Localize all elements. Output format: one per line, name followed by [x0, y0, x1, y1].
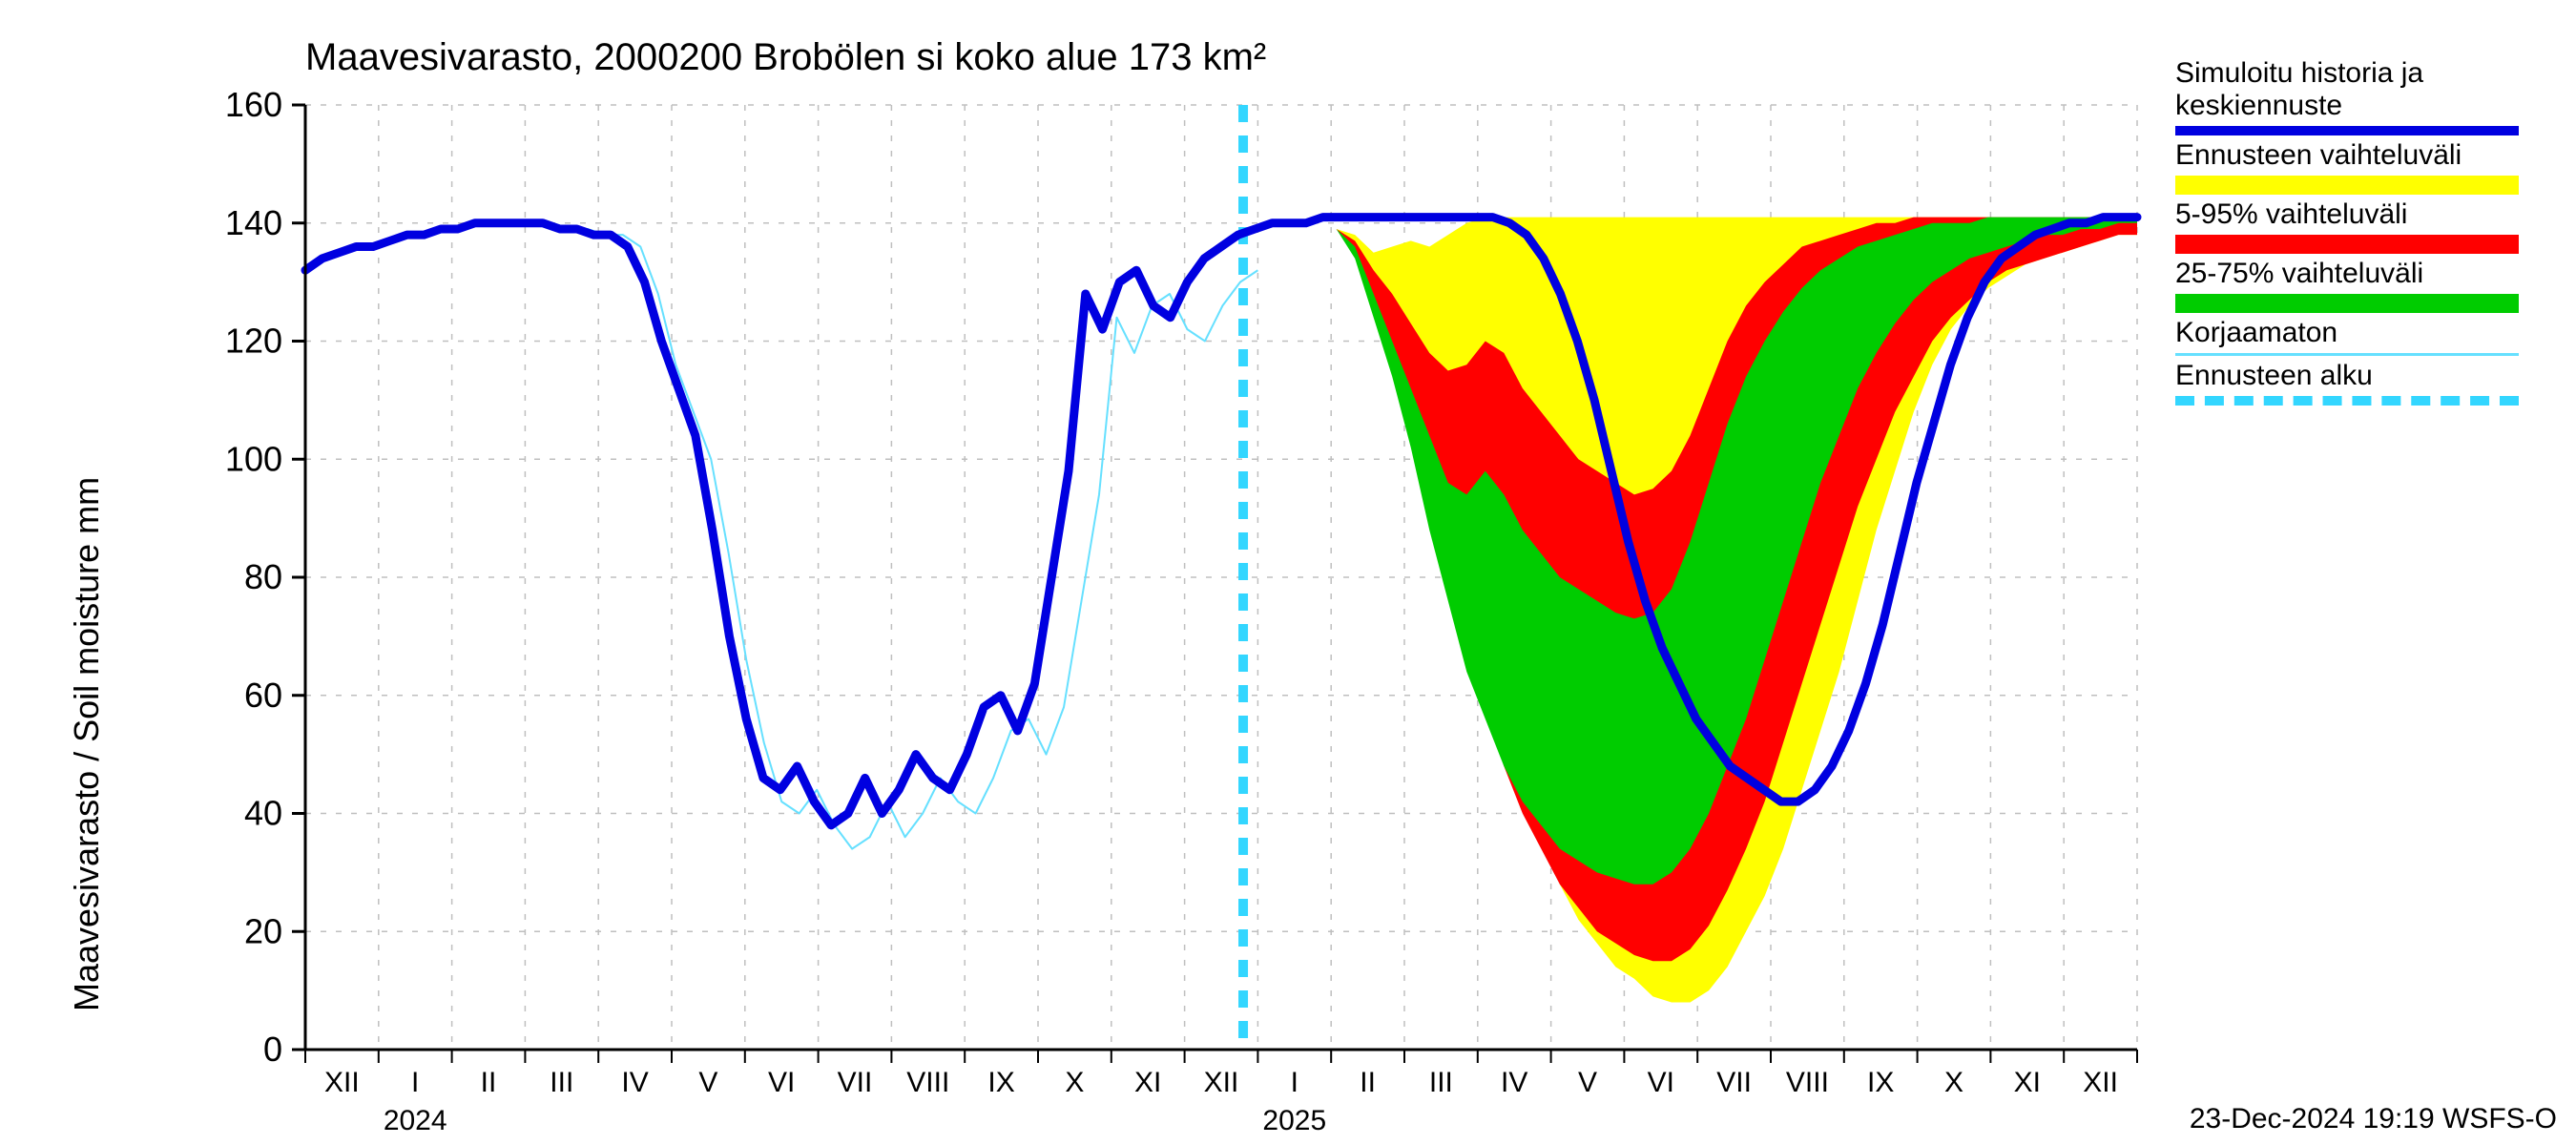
legend-swatch [2175, 235, 2519, 254]
legend-item: 5-95% vaihteluväli [2175, 198, 2519, 254]
footer-timestamp: 23-Dec-2024 19:19 WSFS-O [2190, 1103, 2557, 1135]
legend-swatch [2175, 176, 2519, 195]
y-tick-label: 120 [225, 322, 282, 361]
y-tick-label: 60 [244, 676, 282, 715]
x-tick-label: V [698, 1067, 717, 1098]
forecast-bands [1243, 218, 2137, 1003]
x-tick-label: XI [2014, 1067, 2041, 1098]
legend-label: Ennusteen alku [2175, 360, 2519, 392]
y-tick-label: 160 [225, 85, 282, 124]
legend-label: Ennusteen vaihteluväli [2175, 139, 2519, 172]
y-tick-label: 100 [225, 439, 282, 478]
legend-label: keskiennuste [2175, 90, 2519, 122]
legend-swatch [2175, 353, 2519, 356]
y-tick-label: 140 [225, 203, 282, 242]
legend-item: Ennusteen vaihteluväli [2175, 139, 2519, 195]
y-tick-label: 80 [244, 557, 282, 596]
legend-item: Ennusteen alku [2175, 360, 2519, 406]
legend-swatch [2175, 396, 2519, 406]
legend-label: 25-75% vaihteluväli [2175, 258, 2519, 290]
y-tick-label: 40 [244, 794, 282, 833]
y-axis-label: Maavesivarasto / Soil moisture mm [67, 477, 107, 1011]
x-tick-label: XII [1204, 1067, 1239, 1098]
chart-title: Maavesivarasto, 2000200 Brobölen si koko… [305, 36, 1266, 79]
x-tick-label: VII [1716, 1067, 1752, 1098]
x-tick-label: VIII [1786, 1067, 1829, 1098]
x-tick-label: VIII [906, 1067, 949, 1098]
legend-item: 25-75% vaihteluväli [2175, 258, 2519, 313]
y-tick-label: 0 [263, 1030, 282, 1069]
x-tick-label: I [411, 1067, 419, 1098]
x-tick-label: IV [1501, 1067, 1527, 1098]
legend: Simuloitu historia jakeskiennuste Ennuste… [2175, 57, 2519, 409]
chart-container: Maavesivarasto, 2000200 Brobölen si koko… [0, 0, 2576, 1145]
legend-label: Korjaamaton [2175, 317, 2519, 349]
legend-label: Simuloitu historia ja [2175, 57, 2519, 90]
series-uncorrected [305, 223, 1257, 849]
x-tick-label: III [550, 1067, 573, 1098]
x-tick-label: III [1429, 1067, 1453, 1098]
x-tick-label: XI [1134, 1067, 1161, 1098]
x-tick-label: IV [621, 1067, 648, 1098]
legend-swatch [2175, 126, 2519, 135]
y-tick-label: 20 [244, 911, 282, 950]
x-tick-label: X [1944, 1067, 1963, 1098]
x-tick-label: I [1291, 1067, 1298, 1098]
legend-swatch [2175, 294, 2519, 313]
x-tick-label: IX [987, 1067, 1014, 1098]
legend-item: Simuloitu historia jakeskiennuste [2175, 57, 2519, 135]
x-tick-label: XII [324, 1067, 360, 1098]
legend-item: Korjaamaton [2175, 317, 2519, 356]
x-tick-label: VI [1648, 1067, 1674, 1098]
x-tick-label: IX [1867, 1067, 1894, 1098]
x-tick-label: II [1360, 1067, 1376, 1098]
x-year-label: 2025 [1262, 1105, 1326, 1136]
x-tick-label: II [481, 1067, 497, 1098]
x-tick-label: VI [768, 1067, 795, 1098]
x-tick-label: VII [838, 1067, 873, 1098]
legend-label: 5-95% vaihteluväli [2175, 198, 2519, 231]
x-tick-label: V [1578, 1067, 1597, 1098]
x-tick-label: XII [2083, 1067, 2118, 1098]
x-year-label: 2024 [384, 1105, 447, 1136]
x-tick-label: X [1065, 1067, 1084, 1098]
